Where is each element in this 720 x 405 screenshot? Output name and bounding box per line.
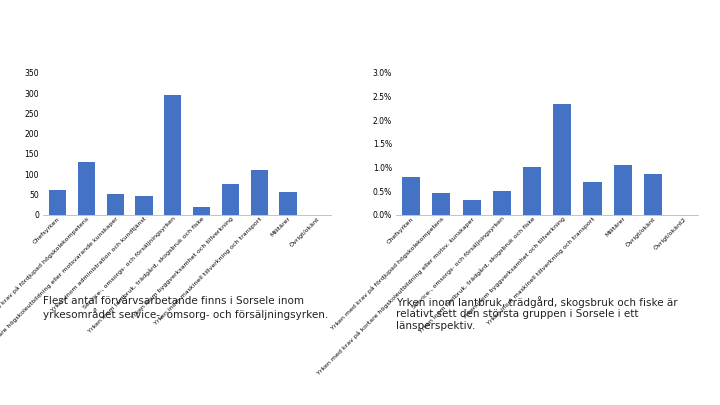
Bar	[583, 181, 602, 215]
Bar	[492, 191, 511, 215]
Bar	[553, 104, 572, 215]
Bar	[279, 192, 297, 215]
Text: Yrken inom lantbruk, trädgård, skogsbruk och fiske är
relativt sett den största : Yrken inom lantbruk, trädgård, skogsbruk…	[396, 296, 678, 331]
Bar	[251, 170, 268, 215]
Bar	[135, 196, 153, 215]
Bar	[164, 95, 181, 215]
Bar	[644, 175, 662, 215]
Bar	[402, 177, 420, 215]
Text: Sorseles andel av yrkesområdet i länet: Sorseles andel av yrkesområdet i länet	[35, 46, 341, 62]
Bar	[78, 162, 95, 215]
Bar	[462, 200, 481, 215]
Bar	[193, 207, 210, 215]
Text: Antal anställda per yrkesområde i Sorsele samt: Antal anställda per yrkesområde i Sorsel…	[35, 17, 408, 33]
Text: Flest antal förvärvsarbetande finns i Sorsele inom
yrkesområdet service-, omsorg: Flest antal förvärvsarbetande finns i So…	[43, 296, 328, 320]
Bar	[49, 190, 66, 215]
Bar	[432, 194, 451, 215]
Bar	[107, 194, 124, 215]
Bar	[523, 167, 541, 215]
Bar	[222, 184, 239, 215]
Bar	[613, 165, 632, 215]
